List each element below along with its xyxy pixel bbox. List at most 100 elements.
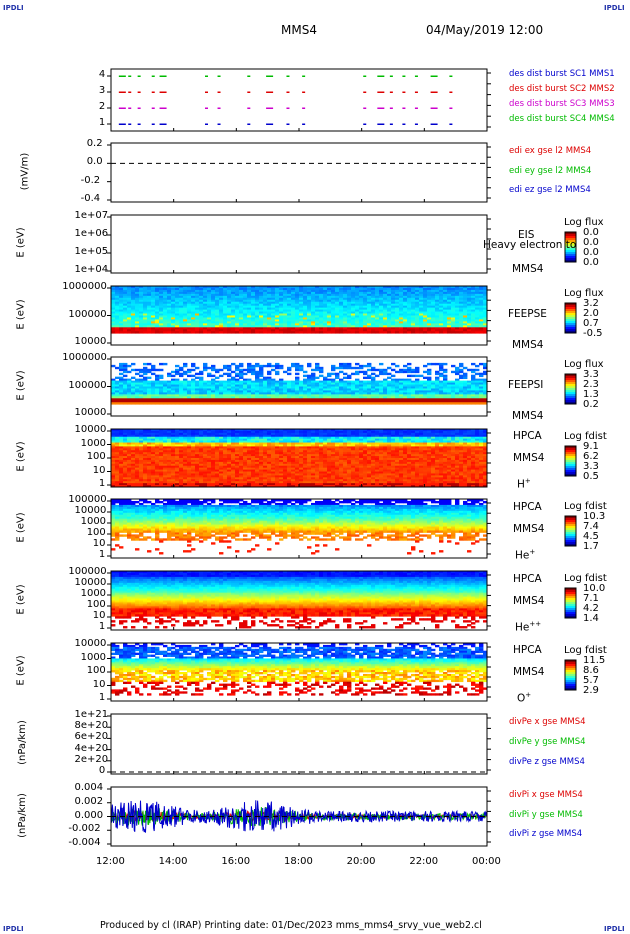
hpca-h-cell — [115, 452, 120, 455]
feepse-cell — [303, 327, 308, 330]
feepse-cell — [251, 325, 256, 328]
feepse-cell — [331, 325, 336, 328]
feepsi-cell — [287, 386, 292, 389]
feepsi-cell — [411, 388, 416, 391]
feepsi-cell — [299, 364, 304, 368]
feepse-cell — [119, 325, 124, 328]
feepsi-cell — [295, 368, 300, 372]
feepsi-cell — [191, 394, 196, 397]
feepse-cell — [447, 295, 452, 299]
feepse-cell — [343, 295, 348, 299]
feepse-cell — [239, 297, 244, 301]
feepse-cell — [387, 301, 392, 305]
feepsi-cell — [151, 372, 156, 376]
feepsi-cell — [183, 400, 188, 403]
feepsi-cell — [443, 362, 448, 366]
feepse-cell — [447, 289, 452, 293]
feepse-cell — [191, 311, 196, 314]
feepse-cell — [143, 331, 148, 334]
feepse-cell — [307, 301, 312, 305]
feepse-cell — [151, 301, 156, 305]
feepsi-cell — [139, 398, 144, 401]
feepse-cell — [299, 331, 304, 334]
feepsi-cell — [215, 380, 220, 383]
feepse-cell — [255, 311, 260, 314]
feepse-cell — [367, 297, 372, 301]
feepsi-cell — [259, 384, 264, 387]
feepse-cell — [279, 327, 284, 330]
feepsi-cell — [367, 384, 372, 387]
feepse-cell — [135, 299, 140, 303]
feepse-cell — [235, 293, 240, 297]
feepsi-cell — [439, 396, 444, 399]
feepse-cell — [387, 323, 392, 326]
feepsi-cell — [323, 388, 328, 391]
feepse-cell — [415, 299, 420, 303]
feepse-cell — [175, 321, 180, 324]
feepse-cell — [127, 321, 132, 324]
feepse-cell — [475, 325, 480, 328]
feepse-cell — [155, 287, 160, 291]
feepsi-cell — [203, 402, 208, 405]
feepsi-cell — [327, 398, 332, 401]
feepsi-cell — [351, 380, 356, 383]
feepse-cell — [351, 297, 356, 301]
burst-mark — [402, 75, 406, 77]
feepse-cell — [399, 305, 404, 309]
feepse-cell — [355, 307, 360, 310]
feepse-cell — [279, 317, 284, 320]
feepsi-cell — [471, 370, 476, 374]
feepse-cell — [119, 295, 124, 299]
burst-mark — [217, 107, 221, 109]
feepse-cell — [251, 321, 256, 324]
feepse-cell — [131, 289, 136, 293]
feepse-cell — [215, 329, 220, 332]
hpca-h-cell — [115, 458, 120, 461]
feepse-cell — [351, 319, 356, 322]
feepse-cell — [359, 299, 364, 303]
feepse-cell — [287, 301, 292, 305]
feepse-cell — [459, 303, 464, 307]
feepse-cell — [203, 323, 208, 326]
feepse-cell — [483, 287, 488, 291]
feepsi-cell — [395, 392, 400, 395]
feepsi-cell — [155, 396, 160, 399]
hpca-h-cell — [127, 430, 132, 434]
feepse-cell — [211, 309, 216, 312]
feepse-cell — [215, 321, 220, 324]
feepsi-cell — [459, 376, 464, 380]
feepse-cell — [215, 293, 220, 297]
feepsi-cell — [123, 382, 128, 385]
feepse-cell — [471, 327, 476, 330]
feepse-cell — [235, 309, 240, 312]
feepse-cell — [395, 305, 400, 309]
feepse-cell — [395, 287, 400, 291]
feepse-cell — [267, 301, 272, 305]
feepsi-cell — [187, 388, 192, 391]
feepsi-cell — [475, 372, 480, 376]
feepse-cell — [423, 301, 428, 305]
burst-mark — [377, 107, 385, 109]
feepsi-cell — [371, 390, 376, 393]
feepsi-cell — [387, 394, 392, 397]
feepsi-cell — [143, 398, 148, 401]
feepsi-cell — [247, 400, 252, 403]
feepse-cell — [303, 315, 308, 318]
feepse-cell — [247, 325, 252, 328]
feepse-cell — [207, 309, 212, 312]
feepse-cell — [419, 299, 424, 303]
feepse-cell — [471, 286, 476, 289]
feepse-cell — [359, 307, 364, 310]
feepsi-cell — [131, 382, 136, 385]
feepse-cell — [399, 313, 404, 316]
feepse-cell — [211, 297, 216, 301]
feepsi-cell — [123, 388, 128, 391]
feepse-cell — [407, 331, 412, 334]
feepse-cell — [459, 301, 464, 305]
feepse-cell — [255, 287, 260, 291]
feepsi-cell — [479, 378, 484, 381]
feepsi-cell — [447, 398, 452, 401]
feepsi-cell — [211, 386, 216, 389]
feepsi-cell — [435, 362, 440, 366]
feepse-cell — [247, 317, 252, 320]
